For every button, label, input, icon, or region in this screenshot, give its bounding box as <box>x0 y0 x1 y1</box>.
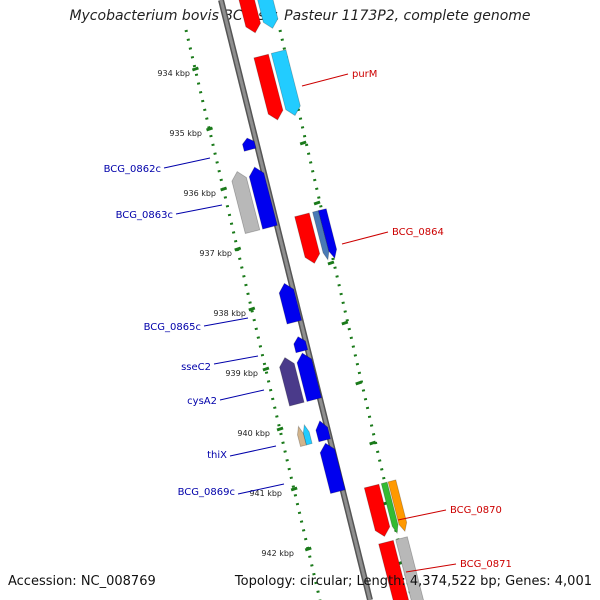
reverse-leader-1 <box>175 204 223 215</box>
map-title: Mycobacterium bovis BCG str. Pasteur 117… <box>69 8 531 24</box>
gene-BCG_0870-green <box>380 481 399 535</box>
gene-thiX-tan <box>297 425 307 447</box>
outer-major-tick <box>355 380 363 386</box>
reverse-label-0: BCG_0862c <box>104 164 161 175</box>
ruler-label-3: 937 kbp <box>199 249 232 258</box>
gene-thiX-blue <box>315 420 331 443</box>
reverse-label-5: thiX <box>207 450 227 461</box>
outer-major-tick <box>369 440 377 446</box>
ruler-label-5: 939 kbp <box>225 369 258 378</box>
outer-major-tick <box>341 320 349 326</box>
gene-cyan-top <box>257 0 279 29</box>
forward-label-3: BCG_0871 <box>460 559 512 570</box>
gene-BCG_0862c <box>242 137 257 152</box>
ruler-label-8: 942 kbp <box>261 549 294 558</box>
ruler-label-6: 940 kbp <box>237 429 270 438</box>
reverse-label-4: cysA2 <box>187 396 217 407</box>
gene-purM-red <box>253 53 284 121</box>
reverse-leader-5 <box>229 445 277 457</box>
reverse-label-3: sseC2 <box>181 362 211 373</box>
reverse-leader-6 <box>237 483 285 495</box>
forward-label-1: BCG_0864 <box>392 227 444 238</box>
outer-major-tick <box>313 200 321 206</box>
ruler-label-2: 936 kbp <box>183 189 216 198</box>
inner-major-tick <box>234 246 242 252</box>
gene-BCG_0864-steel <box>312 210 330 261</box>
gene-BCG_0871-gray <box>395 536 424 600</box>
inner-major-tick <box>206 126 213 132</box>
gene-BCG_0865c <box>278 282 303 325</box>
forward-leader-2 <box>397 509 447 521</box>
outer-major-tick <box>327 260 335 266</box>
inner-major-tick <box>304 546 312 552</box>
ruler-label-0: 934 kbp <box>157 69 190 78</box>
forward-leader-3 <box>405 563 457 573</box>
topology-text: Topology: circular; Length: 4,374,522 bp… <box>234 574 592 589</box>
reverse-label-2: BCG_0865c <box>144 322 201 333</box>
forward-leader-1 <box>341 231 389 245</box>
gene-BCG_0871-red <box>378 539 410 600</box>
outer-major-tick <box>299 140 307 146</box>
reverse-leader-3 <box>213 355 259 365</box>
ruler-label-1: 935 kbp <box>169 129 202 138</box>
gene-BCG_0863c-blue <box>248 166 278 230</box>
gene-red-top <box>238 0 261 34</box>
gene-sseC2 <box>293 336 309 354</box>
gene-cysA2-purple <box>279 357 305 407</box>
gene-BCG_0863c-gray <box>231 171 261 234</box>
gene-cysA2-blue <box>296 352 322 402</box>
accession-text: Accession: NC_008769 <box>8 574 156 589</box>
reverse-label-6: BCG_0869c <box>178 487 235 498</box>
ruler-label-7: 941 kbp <box>249 489 282 498</box>
inner-major-tick <box>220 186 228 192</box>
gene-thiX-cyan <box>302 423 313 446</box>
forward-leader-0 <box>301 73 349 87</box>
gene-BCG_0864-blue <box>317 208 338 259</box>
gene-BCG_0869c <box>319 442 346 494</box>
gene-BCG_0864-red <box>294 212 321 264</box>
inner-tick-guide <box>184 29 322 600</box>
inner-major-tick <box>262 366 270 372</box>
reverse-leader-0 <box>163 157 211 169</box>
inner-major-tick <box>248 306 256 312</box>
inner-major-tick <box>290 486 298 492</box>
reverse-label-1: BCG_0863c <box>116 210 173 221</box>
reverse-leader-2 <box>203 317 249 327</box>
reverse-leader-4 <box>219 389 265 401</box>
inner-major-tick <box>191 66 199 72</box>
forward-label-2: BCG_0870 <box>450 505 502 516</box>
ruler-label-4: 938 kbp <box>213 309 246 318</box>
gene-BCG_0870-red <box>363 483 391 537</box>
gene-BCG_0870-orange <box>387 479 408 533</box>
gene-purM-cyan <box>270 49 301 117</box>
inner-major-tick <box>276 426 284 432</box>
forward-label-0: purM <box>352 69 377 80</box>
